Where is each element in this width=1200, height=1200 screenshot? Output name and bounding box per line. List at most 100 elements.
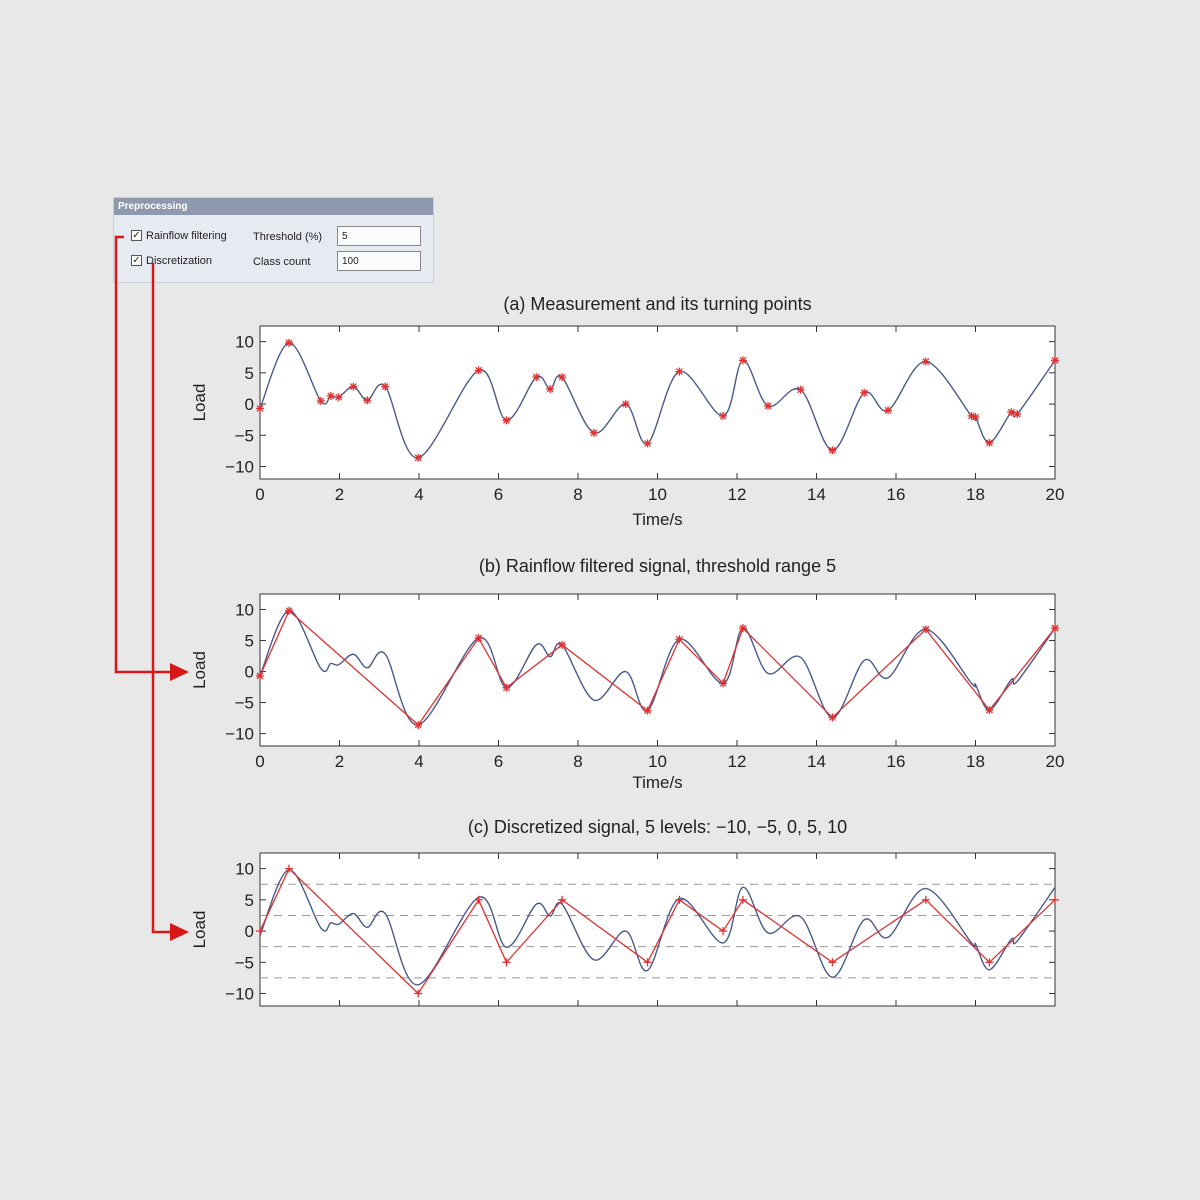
y-tick-label: 5 — [245, 364, 254, 383]
x-tick-label: 0 — [255, 752, 264, 771]
rainflow-arrow-line — [114, 235, 172, 674]
star-marker — [1013, 410, 1022, 419]
star-marker — [474, 366, 483, 375]
plus-marker — [738, 895, 747, 904]
star-marker — [558, 640, 567, 649]
star-marker — [985, 706, 994, 715]
discretization-arrow-line — [151, 263, 172, 934]
x-tick-label: 20 — [1046, 752, 1065, 771]
discretization-label: Discretization — [146, 255, 213, 267]
y-tick-label: −10 — [225, 725, 254, 744]
plus-marker — [414, 989, 423, 998]
x-tick-label: 16 — [887, 485, 906, 504]
star-marker — [532, 373, 541, 382]
y-tick-label: 5 — [245, 891, 254, 910]
plus-marker — [285, 864, 294, 873]
star-marker — [738, 356, 747, 365]
preprocessing-panel: Preprocessing ✓ Rainflow filtering Thres… — [113, 197, 434, 283]
star-marker — [414, 720, 423, 729]
star-marker — [256, 671, 264, 680]
star-marker — [1007, 408, 1016, 417]
x-tick-label: 14 — [807, 485, 826, 504]
star-marker — [967, 411, 976, 420]
y-axis-label: Load — [190, 384, 209, 422]
star-marker — [474, 634, 483, 643]
plus-marker — [719, 927, 728, 936]
star-marker — [971, 413, 980, 422]
signal-line — [259, 869, 1056, 986]
star-marker — [381, 382, 390, 391]
x-tick-label: 12 — [728, 485, 747, 504]
chart-title: (a) Measurement and its turning points — [503, 294, 811, 314]
star-marker — [363, 396, 372, 405]
discretized-line — [259, 867, 1056, 995]
filtered-line — [259, 609, 1056, 726]
discretization-row: ✓ Discretization Class count — [114, 250, 433, 272]
star-marker — [675, 635, 684, 644]
x-tick-label: 20 — [1046, 485, 1065, 504]
y-tick-label: −5 — [235, 694, 254, 713]
star-marker — [860, 388, 869, 397]
discretization-checkbox[interactable]: ✓ — [131, 255, 142, 266]
x-tick-label: 18 — [966, 485, 985, 504]
star-marker — [719, 411, 728, 420]
star-marker — [1051, 356, 1059, 365]
chart-title: (b) Rainflow filtered signal, threshold … — [479, 556, 836, 576]
y-tick-label: −10 — [225, 985, 254, 1004]
signal-line — [259, 610, 1056, 726]
plus-marker — [256, 927, 264, 936]
y-tick-label: −5 — [235, 953, 254, 972]
plot-area — [259, 852, 1056, 1007]
class-count-label: Class count — [253, 256, 311, 268]
x-tick-label: 10 — [648, 485, 667, 504]
x-tick-label: 16 — [887, 752, 906, 771]
class-count-input[interactable] — [337, 251, 421, 271]
star-marker — [589, 428, 598, 437]
chart-b: (b) Rainflow filtered signal, threshold … — [190, 556, 1064, 792]
x-axis-label: Time/s — [632, 510, 682, 529]
rainflow-checkbox[interactable]: ✓ — [131, 230, 142, 241]
star-marker — [256, 404, 264, 413]
star-marker — [621, 400, 630, 409]
star-marker — [828, 713, 837, 722]
x-tick-label: 10 — [648, 752, 667, 771]
y-tick-label: 10 — [235, 860, 254, 879]
star-marker — [764, 401, 773, 410]
y-tick-label: −10 — [225, 458, 254, 477]
chart-c: (c) Discretized signal, 5 levels: −10, −… — [190, 817, 1059, 1007]
star-marker — [643, 706, 652, 715]
discretization-arrow-head — [170, 923, 189, 941]
x-axis-label: Time/s — [632, 773, 682, 792]
x-tick-label: 6 — [494, 752, 503, 771]
star-marker — [349, 382, 358, 391]
threshold-input[interactable] — [337, 226, 421, 246]
star-marker — [1051, 624, 1059, 633]
y-tick-label: 10 — [235, 601, 254, 620]
star-marker — [828, 446, 837, 455]
x-tick-label: 2 — [335, 752, 344, 771]
plot-area — [259, 325, 1056, 480]
y-tick-label: 5 — [245, 632, 254, 651]
plus-marker — [502, 958, 511, 967]
plot-area — [259, 593, 1056, 747]
x-tick-label: 4 — [414, 485, 423, 504]
plus-marker — [921, 895, 930, 904]
x-tick-label: 8 — [573, 752, 582, 771]
star-marker — [285, 338, 294, 347]
x-tick-label: 14 — [807, 752, 826, 771]
x-tick-label: 12 — [728, 752, 747, 771]
star-marker — [985, 438, 994, 447]
star-marker — [921, 357, 930, 366]
star-marker — [316, 396, 325, 405]
star-marker — [643, 439, 652, 448]
panel-title: Preprocessing — [114, 198, 433, 215]
y-tick-label: 10 — [235, 333, 254, 352]
threshold-label: Threshold (%) — [253, 231, 323, 243]
plus-marker — [643, 958, 652, 967]
star-marker — [334, 393, 343, 402]
star-marker — [738, 624, 747, 633]
star-marker — [502, 683, 511, 692]
y-tick-label: 0 — [245, 663, 254, 682]
star-marker — [414, 453, 423, 462]
